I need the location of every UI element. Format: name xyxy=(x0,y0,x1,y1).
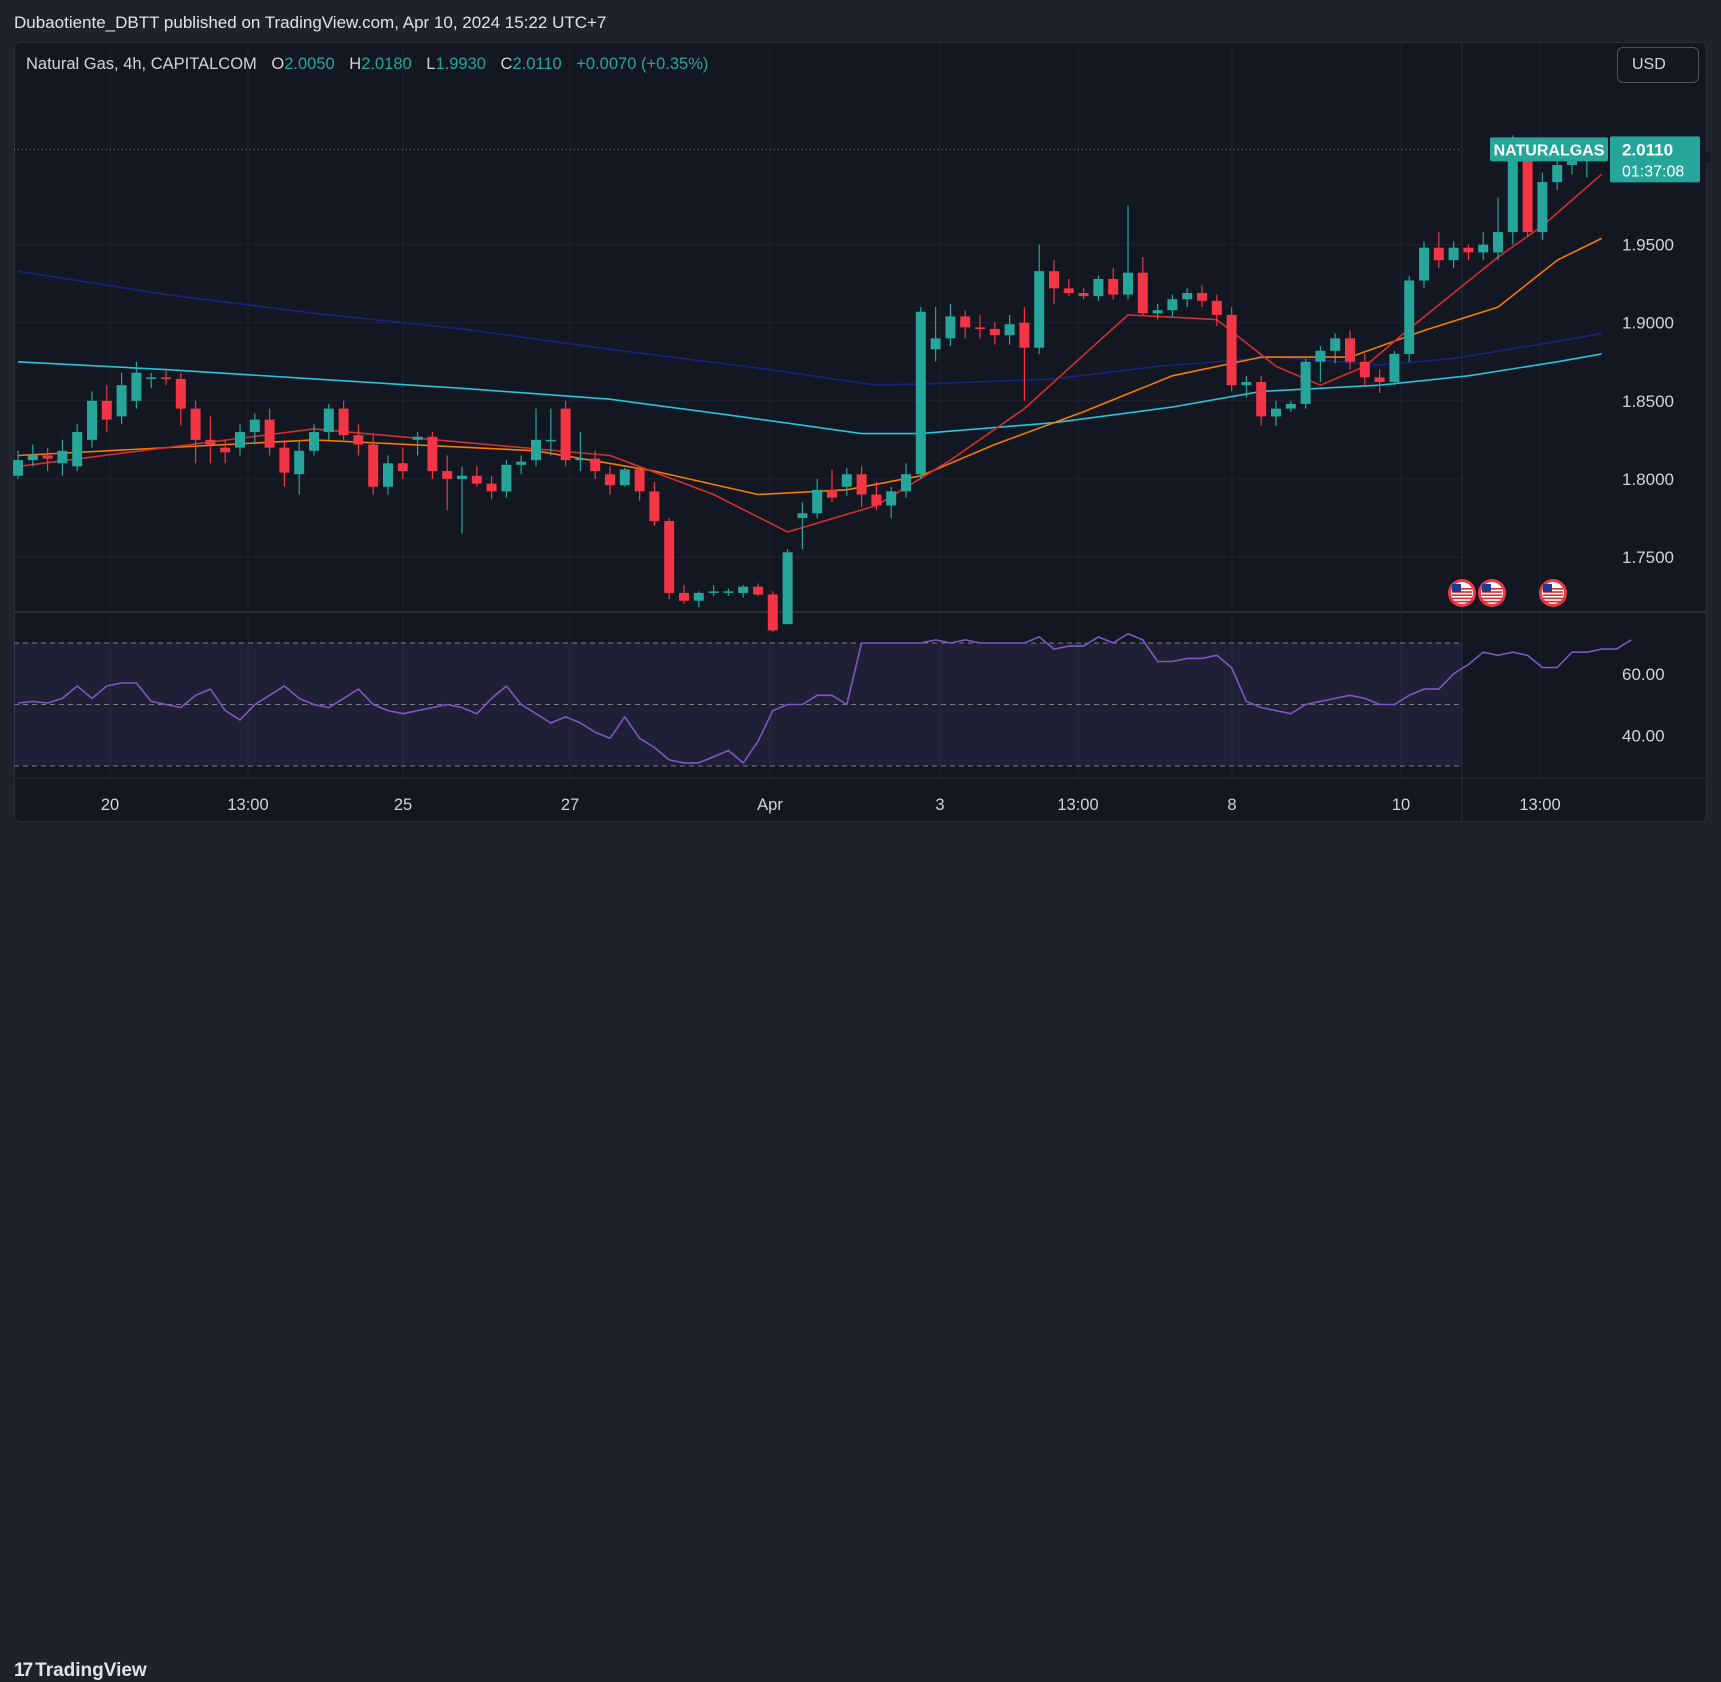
publisher-line: Dubaotiente_DBTT published on TradingVie… xyxy=(14,13,607,32)
chart-frame[interactable] xyxy=(14,42,1707,822)
low-label: L xyxy=(426,55,436,73)
close-value: 2.0110 xyxy=(512,55,562,73)
change-value: +0.0070 (+0.35%) xyxy=(576,55,709,73)
tradingview-logo[interactable]: 17 TradingView xyxy=(14,1660,147,1682)
open-value: 2.0050 xyxy=(284,55,335,73)
low-value: 1.9930 xyxy=(435,55,486,73)
high-label: H xyxy=(349,55,362,73)
currency-button[interactable]: USD xyxy=(1617,47,1699,83)
close-label: C xyxy=(500,55,513,73)
brand-name: TradingView xyxy=(35,1660,147,1681)
symbol-title[interactable]: Natural Gas, 4h, CAPITALCOM xyxy=(26,55,257,73)
open-label: O xyxy=(271,55,285,73)
ohlc-legend: Natural Gas, 4h, CAPITALCOM O2.0050 H2.0… xyxy=(26,55,708,74)
publish-header: Dubaotiente_DBTT published on TradingVie… xyxy=(0,0,1721,42)
high-value: 2.0180 xyxy=(361,55,412,73)
footer: 17 TradingView xyxy=(0,822,1721,1681)
tradingview-logo-icon: 17 xyxy=(14,1660,33,1681)
